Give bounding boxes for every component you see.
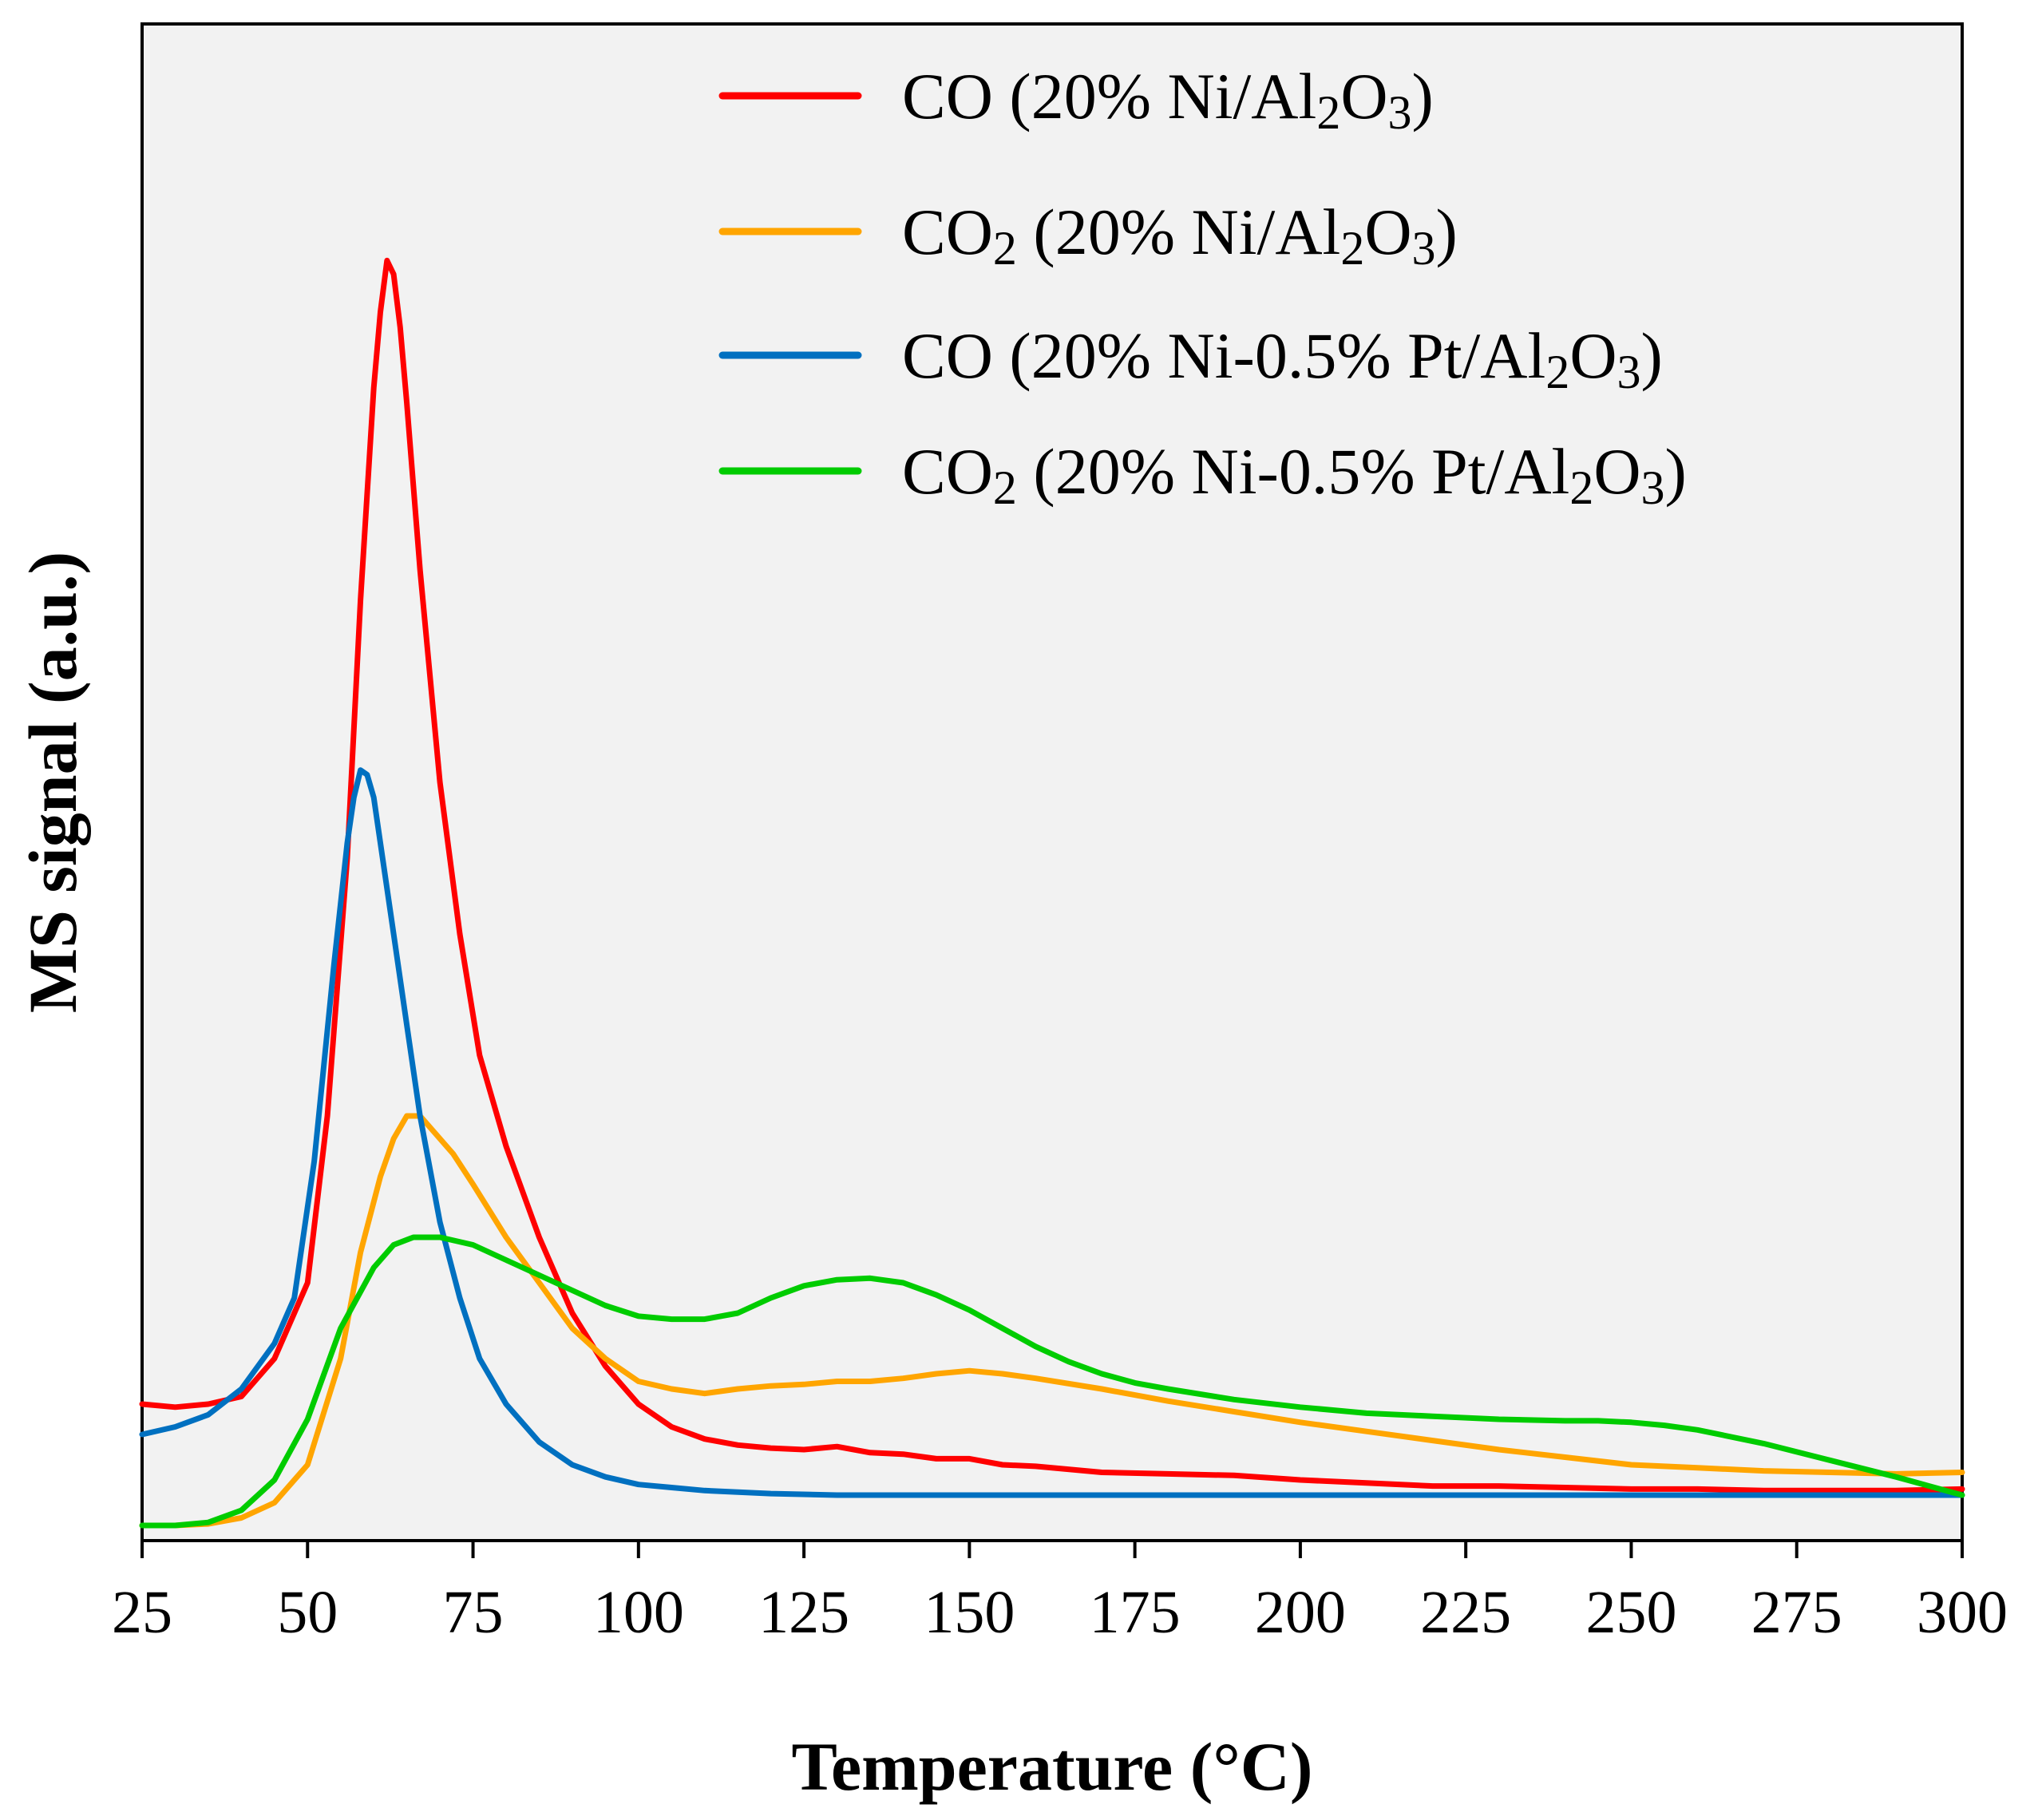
- x-tick-label-200: 200: [1255, 1579, 1346, 1646]
- x-tick-label-50: 50: [277, 1579, 338, 1646]
- series-line-1: [139, 257, 1965, 1494]
- x-tick-label-175: 175: [1090, 1579, 1181, 1646]
- legend-label-2: CO2 (20% Ni/Al2O3): [902, 196, 1458, 275]
- x-tick-label-275: 275: [1751, 1579, 1842, 1646]
- x-tick-label-300: 300: [1917, 1579, 2008, 1646]
- plot-area: [140, 22, 1964, 1542]
- y-axis-title: MS signal (a.u.): [14, 552, 91, 1013]
- x-tick-label-125: 125: [758, 1579, 849, 1646]
- x-tick-label-225: 225: [1420, 1579, 1511, 1646]
- x-tick-label-75: 75: [443, 1579, 504, 1646]
- x-tick-label-250: 250: [1585, 1579, 1676, 1646]
- series-line-2: [139, 1113, 1965, 1529]
- legend-item-2: CO2 (20% Ni/Al2O3): [718, 196, 1458, 275]
- legend-item-1: CO (20% Ni/Al2O3): [718, 60, 1434, 139]
- series-line-4: [139, 1234, 1965, 1529]
- series-line-3: [139, 767, 1965, 1498]
- x-axis-title: Temperature (°C): [792, 1728, 1313, 1805]
- legend-label-3: CO (20% Ni-0.5% Pt/Al2O3): [902, 319, 1663, 398]
- x-tick-label-100: 100: [593, 1579, 684, 1646]
- legend-label-4: CO2 (20% Ni-0.5% Pt/Al2O3): [902, 435, 1687, 514]
- legend-item-4: CO2 (20% Ni-0.5% Pt/Al2O3): [718, 435, 1687, 514]
- x-tick-label-25: 25: [112, 1579, 172, 1646]
- legend-item-3: CO (20% Ni-0.5% Pt/Al2O3): [718, 319, 1663, 398]
- x-tick-label-150: 150: [924, 1579, 1015, 1646]
- legend-label-1: CO (20% Ni/Al2O3): [902, 60, 1434, 139]
